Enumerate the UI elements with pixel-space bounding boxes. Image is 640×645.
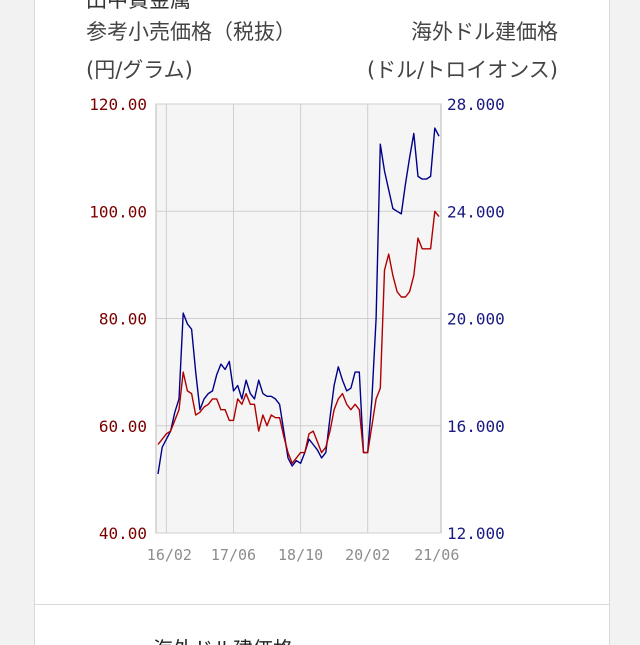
x-tick-label: 17/06: [211, 546, 256, 564]
left-y-tick-label: 120.00: [89, 95, 147, 114]
retail-price-line: [157, 210, 440, 464]
left-y-tick-label: 40.00: [99, 524, 147, 543]
header-partial-title: 田中貴金属: [86, 0, 191, 12]
right-y-tick-label: 24.000: [447, 202, 505, 221]
right-y-tick-label: 16.000: [447, 417, 505, 436]
next-section-title: 海外ドル建価格: [153, 633, 293, 645]
right-axis-unit: (ドル/トロイオンス): [366, 58, 558, 82]
dollar-price-line: [157, 127, 440, 475]
x-tick-label: 16/02: [147, 546, 192, 564]
right-axis-title: 海外ドル建価格: [411, 20, 558, 44]
left-axis-title: 参考小売価格（税抜）: [86, 20, 296, 44]
x-tick-label: 18/10: [278, 546, 323, 564]
right-y-tick-label: 12.000: [447, 524, 505, 543]
left-y-tick-label: 100.00: [89, 202, 147, 221]
right-y-tick-label: 20.000: [447, 310, 505, 329]
left-axis-unit: (円/グラム): [86, 58, 193, 82]
left-y-tick-label: 80.00: [99, 310, 147, 329]
next-section: 海外ドル建価格: [34, 604, 610, 645]
left-y-tick-label: 60.00: [99, 417, 147, 436]
x-tick-label: 20/02: [345, 546, 390, 564]
right-y-tick-label: 28.000: [447, 95, 505, 114]
x-tick-label: 21/06: [414, 546, 459, 564]
